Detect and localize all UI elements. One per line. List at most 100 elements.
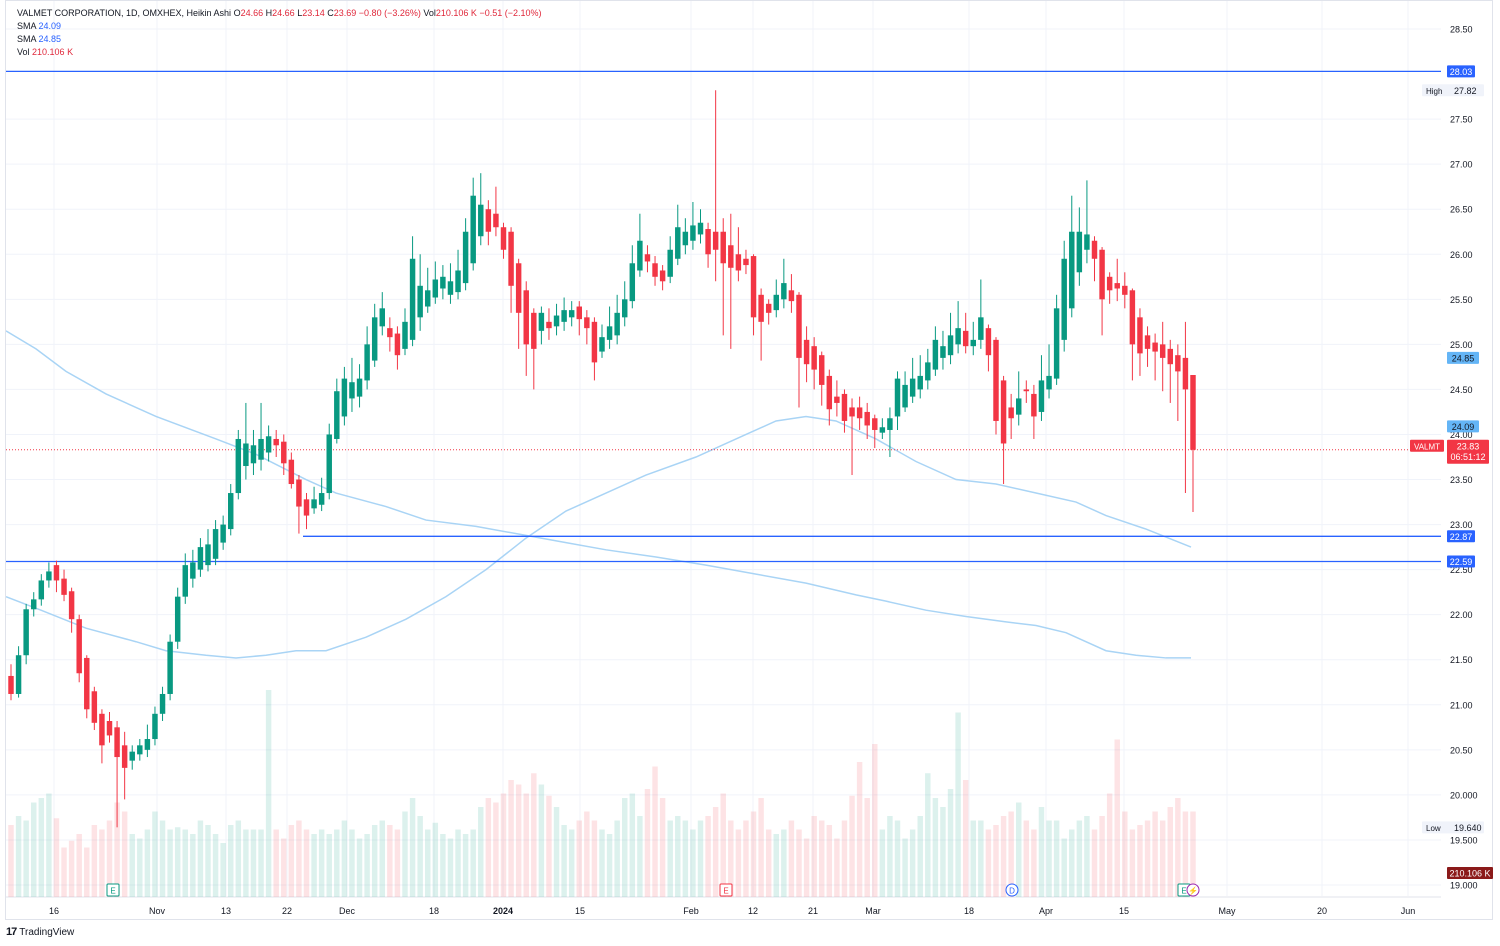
candle-body [652,263,658,277]
grid [6,1,1441,898]
volume-bar [1190,811,1196,897]
volume-bar [341,820,348,897]
volume-bar [568,829,575,897]
candle-body [955,328,961,345]
chart-frame[interactable]: 28.50 27.50 27.00 26.50 26.00 25.50 25.00 24.50… [5,0,1493,920]
event-marker-label: E [1181,887,1186,896]
volume-bar [667,820,673,897]
event-markers: E E D E ⚡ [106,883,1200,897]
time-tick-label: 18 [964,906,974,916]
candle-body [402,321,408,349]
volume-bar [599,829,605,897]
volume-bar [205,825,211,897]
volume-bar [1008,811,1014,897]
open-value: 24.66 [240,8,264,18]
time-tick-label: 15 [1119,906,1129,916]
low-badge [1422,821,1484,834]
time-axis: 16 Nov 13 22 Dec 18 2024 15 Feb 12 21 Mar 18 Apr 15 May… [49,906,1415,916]
volume-bar [902,838,908,897]
volume-bar [955,712,961,897]
candle-body [417,285,423,318]
volume-bar [8,825,14,897]
candle-body [894,378,901,417]
time-tick-label: 13 [221,906,231,916]
tradingview-footer[interactable]: 17 TradingView [6,926,74,938]
volume-bar [1099,816,1105,897]
candle-body [614,312,620,336]
volume-bar [129,834,135,897]
candle-body [1106,276,1113,291]
symbol-badge [1410,439,1444,452]
price-tick-label: 22.00 [1450,610,1473,620]
price-tick-label: 21.00 [1450,700,1473,710]
vol-row-label: Vol [17,47,30,57]
volume-bar [917,816,923,897]
volume-bar [387,825,393,897]
volume-bar [228,825,234,897]
volume-bar [750,811,757,897]
candle-body [432,279,439,298]
volume-bar [84,847,90,897]
volume-bar [114,802,120,897]
volume-bar [985,829,992,897]
candle-body [303,499,310,516]
candle-body [690,225,696,241]
time-tick-label: 16 [49,906,59,916]
price-tick-label: 24.00 [1450,430,1473,440]
volume-bar [841,820,848,897]
volume-bar [53,818,60,897]
volume-bar [31,802,37,897]
volume-bar [1053,820,1060,897]
candle-body [705,229,711,255]
candle-body [1190,375,1196,450]
candle-body [84,657,90,710]
volume-bar [500,793,507,897]
volume-bar [212,834,219,897]
volume-bar [697,820,704,897]
legend-vol-row[interactable]: Vol 210.106 K [17,46,541,59]
dividend-marker-icon [1005,883,1019,897]
candle-body [258,438,264,460]
candle-body [750,256,757,318]
earnings-marker-icon [106,883,120,897]
event-marker-label: E [723,887,728,896]
candle-body [644,254,651,262]
candle-body [743,258,749,266]
volume-bar [91,825,98,897]
candle-body [879,427,886,433]
high-badge [1422,84,1484,97]
legend-sma1-row[interactable]: SMA 24.09 [17,20,541,33]
candle-body [478,204,484,237]
volume-bar [553,807,560,897]
price-chart[interactable]: 28.50 27.50 27.00 26.50 26.00 25.50 25.00 24.50… [6,1,1494,921]
volume-bar [417,816,423,897]
candle-body [803,339,810,365]
candle-body [61,578,67,595]
candle-body [440,276,446,289]
time-tick-label: 15 [575,906,585,916]
time-tick-label: 12 [748,906,758,916]
low-value: 23.14 [302,8,325,18]
volume-bar [576,820,582,897]
chart-legend: VALMET CORPORATION, 1D, OMXHEX, Heikin A… [17,7,541,59]
sma2-label: SMA [17,34,37,44]
vol-row-value: 210.106 K [32,47,74,57]
volume-bar [68,840,75,897]
volume-bar [531,773,537,897]
volume-bar [561,825,567,897]
volume-bar [894,820,901,897]
volume-bar [137,838,143,897]
candle-body [834,396,840,403]
candle-body [781,283,787,300]
volume-bar [584,811,590,897]
volume-bar [591,820,598,897]
legend-sma2-row[interactable]: SMA 24.85 [17,33,541,46]
last-price-badge [1447,439,1489,464]
candle-body [8,675,14,694]
candle-body [1046,375,1052,390]
candle-body [1099,249,1105,300]
low-badge-value: 19.640 [1454,823,1482,833]
volume-bar [15,816,22,897]
candle-body [561,310,567,322]
volume-bar [296,820,302,897]
